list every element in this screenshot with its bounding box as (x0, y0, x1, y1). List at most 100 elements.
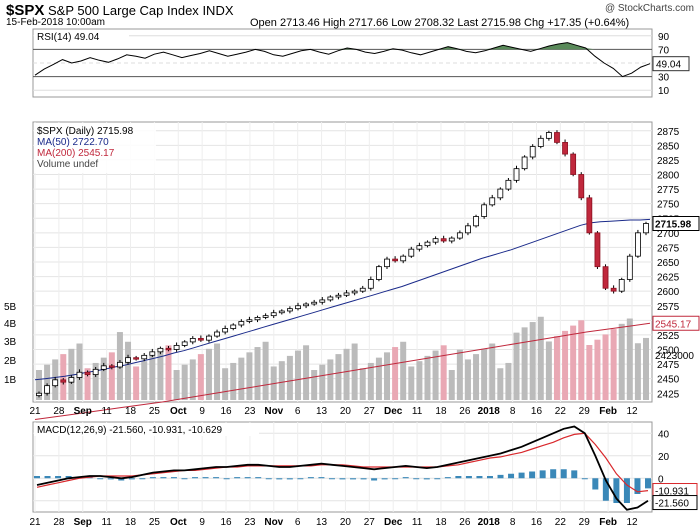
volume-bar (367, 362, 374, 400)
volume-bar (578, 320, 585, 400)
macd-histogram-bar (160, 477, 167, 479)
x-axis-label: Oct (170, 406, 187, 417)
macd-x-axis-label: 11 (101, 517, 112, 528)
candlestick (343, 292, 350, 296)
volume-bar (513, 332, 520, 400)
price-tick-label: 2475 (657, 360, 680, 371)
candlestick (594, 232, 601, 268)
macd-histogram-bar (107, 478, 114, 480)
volume-bar (230, 362, 237, 400)
volume-bar (189, 359, 196, 400)
volume-bar (481, 348, 488, 400)
volume-bar (618, 323, 625, 400)
volume-bar (392, 347, 399, 400)
rsi-tick-label: 30 (658, 73, 670, 84)
macd-histogram-bar (518, 472, 525, 479)
exchange-label: INDX (202, 3, 234, 18)
volume-bar (384, 352, 391, 400)
volume-bar (294, 350, 301, 400)
volume-bar (521, 327, 528, 400)
chart-symbol-name: S&P 500 Large Cap Index (47, 3, 199, 18)
candlestick (456, 232, 463, 239)
volume-bar (246, 352, 253, 400)
volume-bar (464, 359, 471, 400)
volume-bar (610, 329, 617, 400)
macd-x-axis-label: 23 (244, 517, 256, 528)
macd-tick-label: 0 (658, 474, 664, 485)
candlestick (602, 266, 609, 289)
macd-histogram-bar (202, 477, 209, 479)
brand-label: @ StockCharts.com (604, 3, 694, 14)
x-axis-label: 22 (555, 406, 567, 417)
price-tick-label: 2650 (657, 258, 680, 269)
candlestick (100, 365, 107, 370)
macd-x-axis-label: 21 (29, 517, 41, 528)
volume-bar (634, 343, 641, 400)
macd-x-axis-label: Dec (384, 517, 403, 528)
rsi-tick-label: 70 (658, 45, 670, 56)
candlestick (505, 179, 512, 190)
volume-bar (497, 368, 504, 400)
volume-bar (375, 357, 382, 400)
volume-bar (440, 345, 447, 400)
macd-histogram-bar (149, 477, 156, 479)
candlestick (36, 392, 42, 396)
macd-line (36, 425, 649, 511)
volume-bar (473, 354, 480, 400)
candlestick (432, 238, 439, 243)
macd-histogram-bar (297, 478, 304, 480)
macd-histogram-bar (276, 478, 283, 480)
macd-histogram-bar (339, 478, 346, 480)
ohlc-summary: Open 2713.46 High 2717.66 Low 2708.32 La… (250, 17, 630, 29)
candlestick (189, 338, 196, 343)
candlestick (197, 338, 204, 341)
price-tick-label: 2575 (657, 302, 680, 313)
price-last-value-label: 2715.98 (655, 220, 692, 231)
macd-histogram-bar (97, 478, 104, 480)
x-axis-label: 13 (316, 406, 328, 417)
volume-bar (335, 354, 342, 400)
price-tick-label: 2425 (657, 389, 680, 400)
volume-bar (286, 355, 293, 400)
macd-histogram-bar (286, 478, 293, 480)
macd-histogram-bar (55, 476, 62, 479)
macd-x-axis-label: Oct (170, 517, 187, 528)
volume-bar (545, 341, 552, 400)
candlestick (327, 296, 334, 301)
price-tick-label: 2500 (657, 346, 680, 357)
candlestick (311, 301, 318, 305)
x-axis-label: 11 (101, 406, 112, 417)
macd-histogram-bar (44, 476, 51, 479)
candlestick (157, 347, 164, 353)
candlestick (473, 216, 479, 227)
volume-bar (141, 361, 148, 400)
macd-histogram-bar (539, 470, 546, 479)
volume-tick-label: 3B (4, 337, 17, 348)
candlestick (384, 258, 390, 268)
candlestick (351, 290, 358, 294)
volume-bar (157, 350, 164, 400)
x-axis-label: 16 (531, 406, 543, 417)
volume-bar (343, 348, 350, 400)
chart-date: 15-Feb-2018 10:00am (6, 17, 105, 28)
macd-histogram-bar (34, 476, 40, 479)
rsi-last-value-label: 49.04 (656, 60, 681, 71)
candlestick (44, 385, 50, 394)
candlestick (84, 371, 91, 375)
macd-histogram-bar (455, 476, 462, 479)
price-legend-entry: $SPX (Daily) 2715.98 (37, 126, 134, 137)
macd-histogram-bar (529, 471, 536, 479)
volume-bar (456, 349, 463, 400)
macd-histogram-bar (139, 478, 146, 480)
x-axis-label: Nov (264, 406, 283, 417)
macd-histogram-bar (192, 477, 199, 479)
macd-x-axis-label: 22 (555, 517, 567, 528)
macd-x-axis-label: 8 (510, 517, 516, 528)
x-axis-label: 21 (29, 406, 41, 417)
volume-bar (238, 357, 245, 400)
macd-histogram-bar (571, 470, 578, 479)
volume-bar (319, 364, 326, 400)
macd-histogram-bar (581, 478, 588, 480)
rsi-series-line (34, 42, 651, 78)
